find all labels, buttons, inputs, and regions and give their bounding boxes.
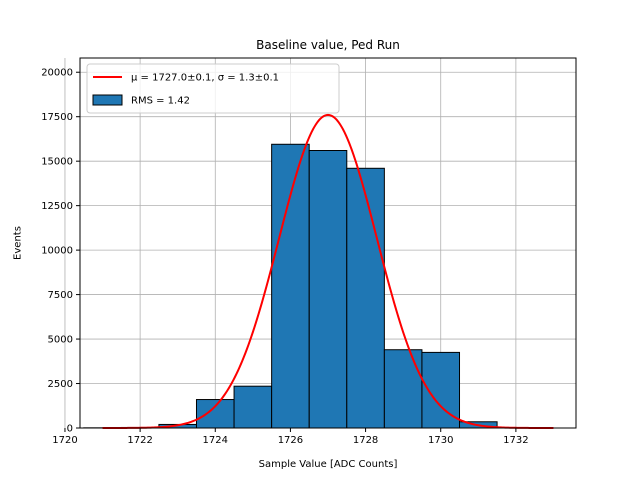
y-axis-label: Events	[13, 226, 24, 260]
x-tick-label: 1732	[503, 435, 528, 446]
histogram-bar	[383, 349, 423, 429]
y-tick-label: 12500	[41, 201, 73, 212]
x-tick-label: 1726	[278, 435, 303, 446]
legend-histogram-label: RMS = 1.42	[131, 96, 190, 107]
x-axis-ticks: 1720 1722 1724 1726 1728 1730 1732	[52, 428, 529, 446]
histogram-bar	[195, 399, 235, 429]
chart-title: Baseline value, Ped Run	[256, 38, 400, 52]
legend-box	[86, 63, 340, 114]
x-tick-label: 1728	[353, 435, 378, 446]
y-axis-ticks: 0 2500 5000 7500 10000 12500 15000 17500 20000	[41, 68, 80, 435]
y-tick-label: 15000	[41, 157, 73, 168]
y-tick-label: 2500	[48, 379, 73, 390]
y-tick-label: 20000	[41, 68, 73, 79]
y-tick-label: 17500	[41, 112, 73, 123]
x-tick-label: 1724	[203, 435, 228, 446]
x-tick-label: 1722	[127, 435, 152, 446]
y-tick-label: 7500	[48, 290, 73, 301]
histogram-bar	[271, 143, 310, 429]
y-tick-label: 5000	[48, 335, 73, 346]
x-tick-label: 1720	[52, 435, 77, 446]
legend-fit-label: μ = 1727.0±0.1, σ = 1.3±0.1	[131, 73, 279, 84]
histogram-bar	[346, 167, 385, 429]
x-axis-label: Sample Value [ADC Counts]	[259, 459, 398, 470]
histogram-bars	[83, 143, 536, 429]
plot-frame	[79, 57, 577, 429]
legend: μ = 1727.0±0.1, σ = 1.3±0.1 RMS = 1.42	[86, 63, 340, 114]
fit-curve	[102, 113, 554, 429]
y-tick-label: 0	[67, 424, 73, 435]
histogram-bar	[308, 150, 348, 429]
y-tick-label: 10000	[41, 246, 73, 257]
histogram-bar	[233, 385, 273, 429]
x-tick-label: 1730	[428, 435, 453, 446]
legend-histogram-swatch	[92, 94, 123, 106]
